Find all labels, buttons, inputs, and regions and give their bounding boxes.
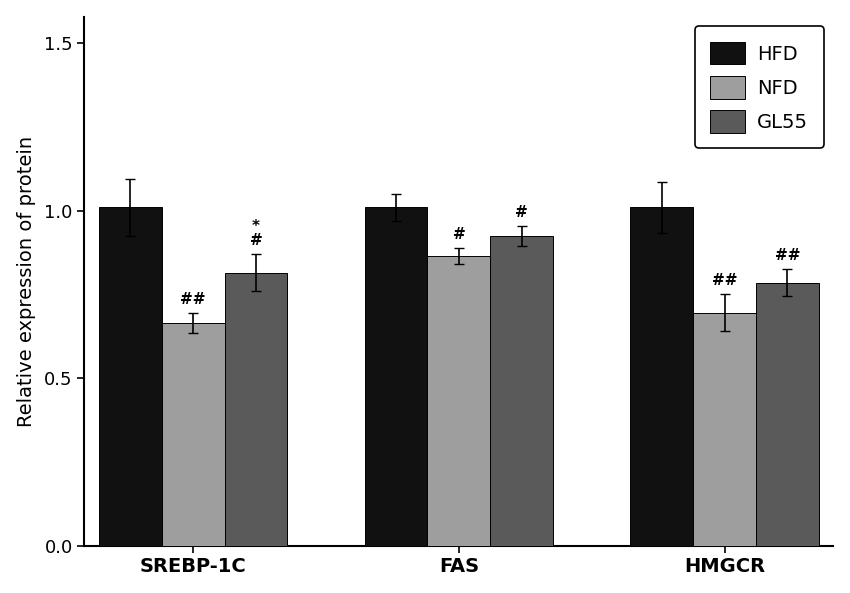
Text: #: # [452, 227, 465, 241]
Bar [428, 256, 490, 546]
Text: #: # [515, 205, 528, 220]
Bar [631, 208, 694, 546]
Bar [756, 283, 819, 546]
Y-axis label: Relative expression of protein: Relative expression of protein [17, 136, 36, 426]
Bar [99, 208, 162, 546]
Text: ##: ## [711, 273, 737, 288]
Bar [224, 273, 287, 546]
Text: *
#: * # [250, 219, 263, 248]
Bar [490, 236, 553, 546]
Bar [365, 208, 428, 546]
Text: ##: ## [180, 292, 206, 307]
Legend: HFD, NFD, GL55: HFD, NFD, GL55 [694, 27, 824, 148]
Bar [694, 313, 756, 546]
Text: ##: ## [774, 248, 800, 263]
Bar [162, 323, 224, 546]
